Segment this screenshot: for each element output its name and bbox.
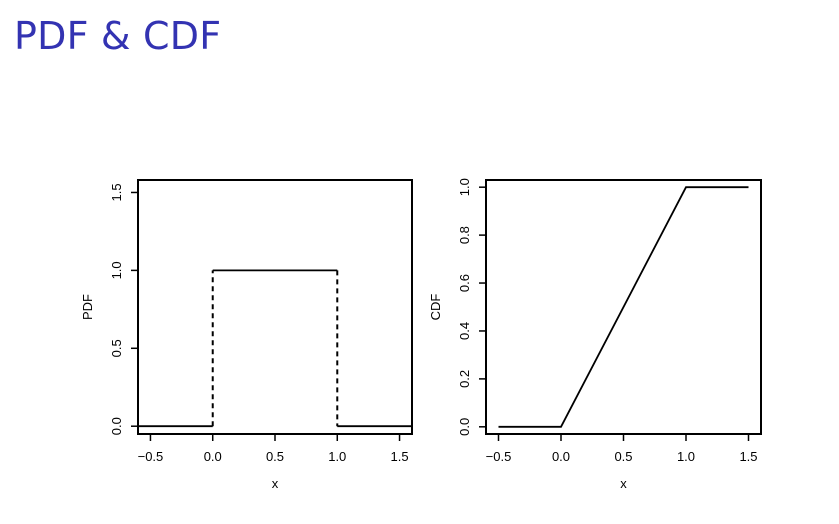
cdf-line-segment-0 (498, 186, 749, 428)
pdf-x-tick-label: 1.0 (328, 449, 346, 464)
cdf-y-tick-label: 0.6 (457, 274, 472, 292)
pdf-y-axis-title: PDF (80, 294, 95, 320)
cdf-x-axis-title: x (620, 476, 627, 491)
pdf-y-tick-label: 1.5 (109, 183, 124, 201)
pdf-x-axis-title: x (272, 476, 279, 491)
pdf-x-tick-label: 0.5 (266, 449, 284, 464)
pdf-x-tick-label: −0.5 (138, 449, 164, 464)
cdf-x-tick-label: −0.5 (486, 449, 512, 464)
cdf-y-tick-label: 0.0 (457, 418, 472, 436)
pdf-y-tick-label: 1.0 (109, 261, 124, 279)
cdf-y-tick-label: 1.0 (457, 178, 472, 196)
cdf-x-tick-label: 0.5 (614, 449, 632, 464)
pdf-plot-frame (137, 179, 413, 435)
pdf-y-tick-label: 0.5 (109, 339, 124, 357)
cdf-x-tick-label: 1.0 (677, 449, 695, 464)
cdf-y-tick-label: 0.4 (457, 322, 472, 340)
pdf-y-tick-label: 0.0 (109, 417, 124, 435)
cdf-x-tick-label: 1.5 (739, 449, 757, 464)
cdf-y-tick-label: 0.2 (457, 370, 472, 388)
pdf-x-tick-label: 0.0 (204, 449, 222, 464)
cdf-y-axis-title: CDF (428, 294, 443, 321)
pdf-x-tick-label: 1.5 (391, 449, 409, 464)
cdf-x-tick-label: 0.0 (552, 449, 570, 464)
cdf-y-tick-label: 0.8 (457, 226, 472, 244)
slide-title: PDF & CDF (14, 14, 222, 58)
